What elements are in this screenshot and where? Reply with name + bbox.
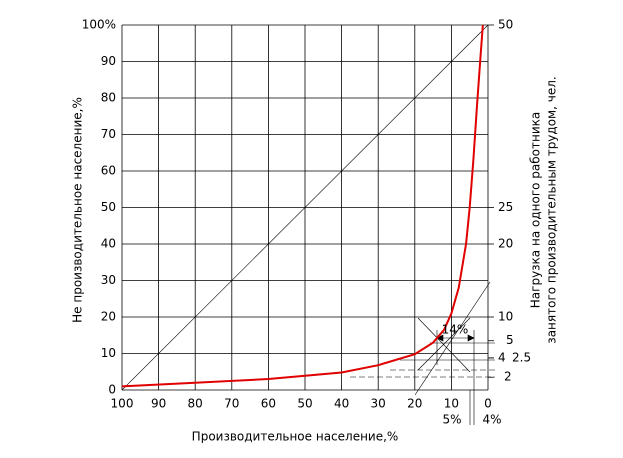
y2-axis-label: Нагрузка на одного работника xyxy=(529,112,543,308)
construction-lines xyxy=(350,281,495,425)
y2-tick-label: 2 xyxy=(504,370,512,384)
annotation: 4% xyxy=(482,413,501,427)
y-tick-label: 30 xyxy=(101,273,116,287)
curve xyxy=(121,24,484,388)
x-tick-label: 90 xyxy=(151,397,166,411)
y-tick-label: 60 xyxy=(101,164,116,178)
y-tick-label: 50 xyxy=(101,200,116,214)
x-tick-label: 60 xyxy=(261,397,276,411)
x-tick-label: 70 xyxy=(224,397,239,411)
y2-tick-label: 5 xyxy=(506,333,514,347)
x-tick-label: 10 xyxy=(444,397,459,411)
y-tick-label: 70 xyxy=(101,127,116,141)
y-tick-label: 80 xyxy=(101,91,116,105)
x-tick-label: 20 xyxy=(407,397,422,411)
x-tick-label: 30 xyxy=(371,397,386,411)
y2-tick-label: 2.5 xyxy=(512,350,531,364)
y-tick-label: 10 xyxy=(101,346,116,360)
annotation: 14% xyxy=(442,323,469,337)
y2-axis-label: занятого производительным трудом, чел. xyxy=(545,76,559,343)
annotation: 5% xyxy=(442,413,461,427)
y-tick-label: 20 xyxy=(101,310,116,324)
diagonal xyxy=(121,24,489,391)
y-tick-label: 0 xyxy=(108,383,116,397)
x-tick-label: 80 xyxy=(188,397,203,411)
x-tick-label: 100 xyxy=(111,397,134,411)
y2-tick-label: 20 xyxy=(498,237,513,251)
y-tick-label: 40 xyxy=(101,237,116,251)
x-tick-label: 40 xyxy=(334,397,349,411)
y-axis-label: Не производительное население,% xyxy=(71,97,85,323)
x-tick-label: 0 xyxy=(484,397,492,411)
y2-tick-label: 50 xyxy=(498,18,513,32)
y-tick-label: 100% xyxy=(82,18,116,32)
y-tick-label: 90 xyxy=(101,54,116,68)
y2-tick-label: 25 xyxy=(498,200,513,214)
y2-tick-label: 4 xyxy=(498,350,506,364)
y2-tick-label: 10 xyxy=(498,310,513,324)
x-axis-label: Производительное население,% xyxy=(192,430,399,444)
x-tick-label: 50 xyxy=(297,397,312,411)
